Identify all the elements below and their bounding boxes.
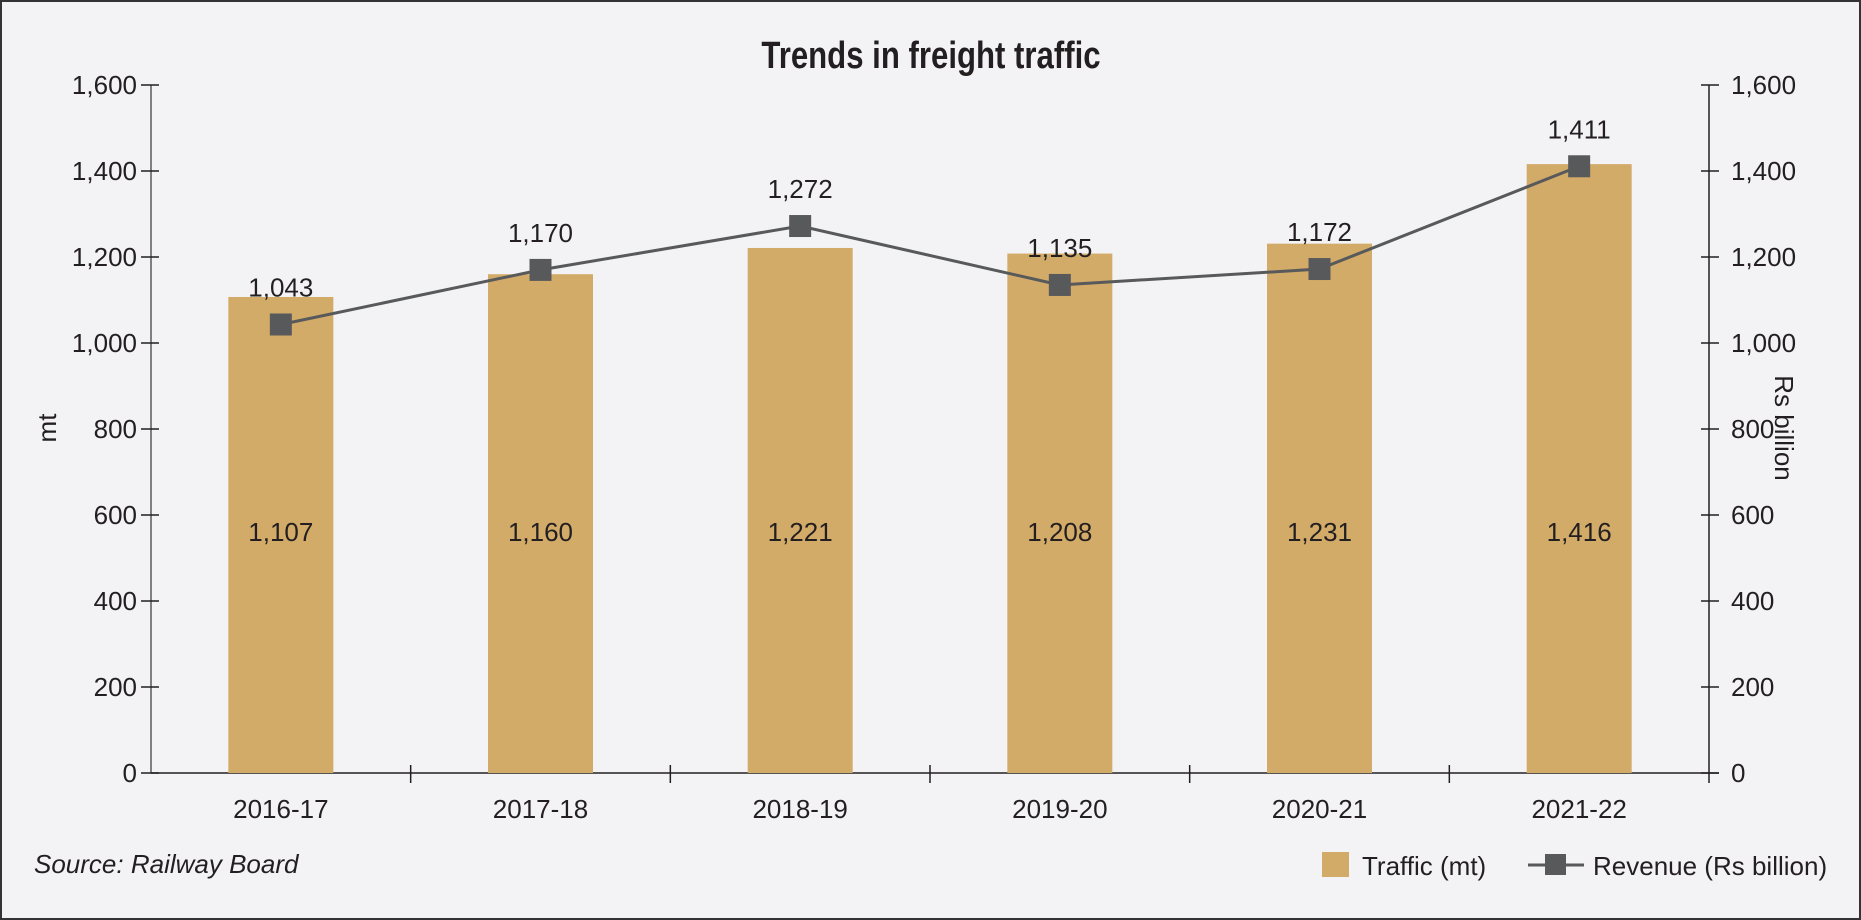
legend-revenue-label: Revenue (Rs billion) xyxy=(1593,851,1827,881)
y-axis-left-label: mt xyxy=(32,413,62,443)
source-note: Source: Railway Board xyxy=(34,849,300,879)
point-revenue xyxy=(1568,155,1591,178)
legend-traffic-swatch xyxy=(1322,852,1349,877)
y-tick-label-left: 400 xyxy=(94,586,137,616)
x-tick-label: 2017-18 xyxy=(493,794,588,824)
point-revenue xyxy=(529,258,552,281)
bar-traffic xyxy=(747,247,853,774)
legend: Traffic (mt) Revenue (Rs billion) xyxy=(1322,851,1827,881)
legend-traffic-label: Traffic (mt) xyxy=(1362,851,1486,881)
bar-data-label: 1,107 xyxy=(248,517,313,547)
y-tick-label-left: 1,400 xyxy=(72,156,137,186)
point-revenue xyxy=(789,215,812,238)
bar-traffic xyxy=(1267,243,1372,774)
point-data-label: 1,135 xyxy=(1027,233,1092,263)
y-tick-label-left: 200 xyxy=(94,672,137,702)
point-revenue xyxy=(1048,273,1071,296)
point-data-label: 1,272 xyxy=(768,174,833,204)
y-tick-label-right: 1,000 xyxy=(1731,328,1796,358)
y-tick-label-right: 600 xyxy=(1731,500,1774,530)
x-tick-label: 2020-21 xyxy=(1272,794,1367,824)
y-axis-right-label: Rs billion xyxy=(1769,375,1799,481)
point-data-label: 1,411 xyxy=(1548,114,1611,144)
y-tick-label-left: 0 xyxy=(123,758,137,788)
y-tick-label-left: 800 xyxy=(94,414,137,444)
y-tick-label-left: 1,000 xyxy=(72,328,137,358)
x-tick-label: 2019-20 xyxy=(1012,794,1107,824)
point-revenue xyxy=(269,313,292,336)
bar-data-label: 1,416 xyxy=(1547,517,1612,547)
chart-title: Trends in freight traffic xyxy=(761,35,1100,77)
bar-traffic xyxy=(1007,253,1113,773)
y-tick-label-right: 1,600 xyxy=(1731,70,1796,100)
point-data-label: 1,043 xyxy=(248,273,313,303)
y-tick-label-right: 200 xyxy=(1731,672,1774,702)
point-revenue xyxy=(1308,258,1331,281)
legend-revenue-marker xyxy=(1545,854,1566,875)
bar-data-label: 1,160 xyxy=(508,517,573,547)
y-tick-label-right: 1,200 xyxy=(1731,242,1796,272)
bar-data-label: 1,221 xyxy=(768,517,833,547)
x-tick-label: 2016-17 xyxy=(233,794,328,824)
bar-data-label: 1,231 xyxy=(1287,517,1352,547)
point-data-label: 1,170 xyxy=(508,218,573,248)
x-tick-label: 2021-22 xyxy=(1531,794,1626,824)
point-data-label: 1,172 xyxy=(1287,217,1352,247)
y-tick-label-right: 0 xyxy=(1731,758,1745,788)
bar-traffic xyxy=(228,296,334,773)
bar-traffic xyxy=(488,274,593,773)
y-tick-label-right: 400 xyxy=(1731,586,1774,616)
bar-traffic xyxy=(1526,164,1632,773)
y-tick-label-left: 600 xyxy=(94,500,137,530)
y-tick-label-left: 1,200 xyxy=(72,242,137,272)
y-tick-label-right: 800 xyxy=(1731,414,1774,444)
line-revenue xyxy=(280,164,1580,326)
y-tick-label-left: 1,600 xyxy=(72,70,137,100)
x-tick-label: 2018-19 xyxy=(752,794,847,824)
bar-data-label: 1,208 xyxy=(1027,517,1092,547)
y-tick-label-right: 1,400 xyxy=(1731,156,1796,186)
